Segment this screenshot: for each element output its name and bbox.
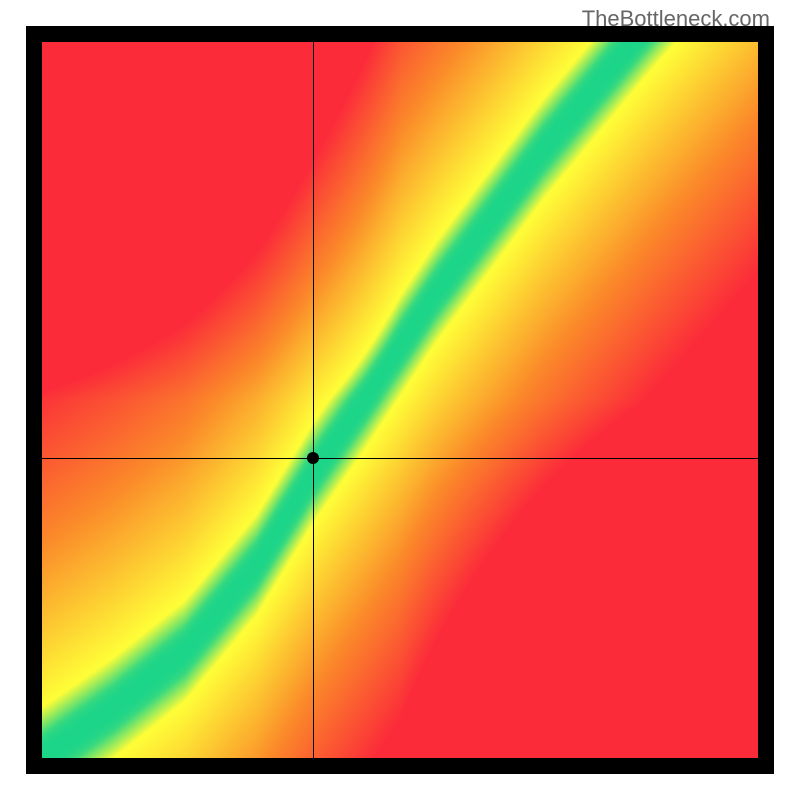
plot-area xyxy=(42,42,758,758)
watermark-text: TheBottleneck.com xyxy=(582,6,770,32)
crosshair-horizontal xyxy=(42,458,758,459)
marker-dot xyxy=(307,452,319,464)
crosshair-vertical xyxy=(313,42,314,758)
plot-frame xyxy=(26,26,774,774)
heatmap-canvas xyxy=(42,42,758,758)
